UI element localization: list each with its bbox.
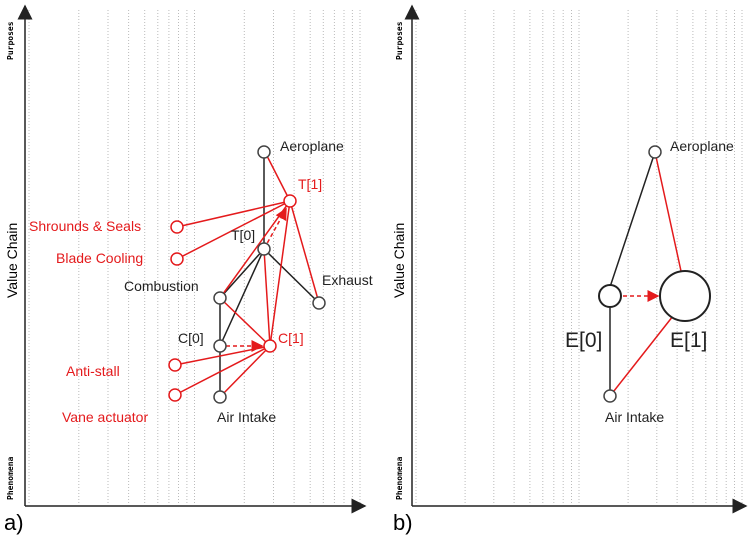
edge-t1-combustion <box>219 200 291 299</box>
edge-aeroplane-e1 <box>654 151 682 272</box>
label-c1: C[1] <box>278 330 304 346</box>
edges-b <box>609 151 682 397</box>
nodes-a <box>168 145 326 404</box>
node-air-intake-b[interactable] <box>603 389 617 403</box>
edge-c1-combustion <box>219 297 271 347</box>
label-e0: E[0] <box>565 329 602 352</box>
edge-t1-exhaust <box>289 200 320 304</box>
label-exhaust: Exhaust <box>322 272 373 288</box>
label-aeroplane-a: Aeroplane <box>280 138 344 154</box>
edge-airintake-e1 <box>609 315 674 397</box>
edge-c1-airintake <box>219 345 271 398</box>
node-aeroplane-a[interactable] <box>257 145 271 159</box>
red-edges-a <box>174 151 320 398</box>
label-t0: T[0] <box>231 227 255 243</box>
node-t1[interactable] <box>283 194 297 208</box>
label-t1: T[1] <box>298 176 322 192</box>
edge-aeroplane-e0 <box>609 151 656 288</box>
edge-t0-c0 <box>219 248 265 347</box>
nodes-b <box>598 145 711 403</box>
y-axis-label-b: Value Chain <box>391 223 407 298</box>
edge-t0-combustion <box>219 248 265 299</box>
edge-blade-t1 <box>176 200 291 260</box>
node-shrouds[interactable] <box>170 220 184 234</box>
label-combustion: Combustion <box>124 278 199 294</box>
edge-c1-t0 <box>263 248 271 347</box>
node-e0[interactable] <box>598 284 622 308</box>
edge-shrouds-t1 <box>176 200 291 228</box>
y-top-label-a: Purposes <box>6 21 15 60</box>
node-c1[interactable] <box>263 339 277 353</box>
panel-label-b: b) <box>393 510 413 535</box>
node-air-intake-a[interactable] <box>213 390 227 404</box>
label-e1: E[1] <box>670 329 707 352</box>
label-antistall: Anti-stall <box>66 363 120 379</box>
panel-b: Purposes Phenomena Value Chain b) Aeropl… <box>391 4 748 535</box>
node-antistall[interactable] <box>168 358 182 372</box>
node-aeroplane-b[interactable] <box>648 145 662 159</box>
node-c0[interactable] <box>213 339 227 353</box>
label-aeroplane-b: Aeroplane <box>670 138 734 154</box>
label-c0: C[0] <box>178 330 204 346</box>
panel-label-a: a) <box>4 510 24 535</box>
grid-lines-b <box>415 10 743 505</box>
node-blade[interactable] <box>170 252 184 266</box>
node-vane[interactable] <box>168 388 182 402</box>
edge-t1-aeroplane <box>264 151 291 202</box>
label-shrouds: Shrounds & Seals <box>29 218 141 234</box>
node-exhaust[interactable] <box>312 296 326 310</box>
y-bottom-label-a: Phenomena <box>6 456 15 500</box>
label-air-intake-b: Air Intake <box>605 409 664 425</box>
dashed-t0-t1 <box>263 207 287 250</box>
black-edges-a <box>219 152 320 397</box>
y-bottom-label-b: Phenomena <box>395 456 404 500</box>
panel-a: Purposes Phenomena Value Chain a) <box>4 4 373 535</box>
edge-t1-c1 <box>269 200 291 347</box>
y-axis-label-a: Value Chain <box>4 223 20 298</box>
y-top-label-b: Purposes <box>395 21 404 60</box>
label-blade: Blade Cooling <box>56 250 143 266</box>
label-air-intake-a: Air Intake <box>217 409 276 425</box>
node-e1[interactable] <box>659 270 711 322</box>
node-t0[interactable] <box>257 242 271 256</box>
edge-vane-c1 <box>174 345 271 396</box>
edge-t0-exhaust <box>263 248 320 304</box>
node-combustion[interactable] <box>213 291 227 305</box>
label-vane: Vane actuator <box>62 409 148 425</box>
